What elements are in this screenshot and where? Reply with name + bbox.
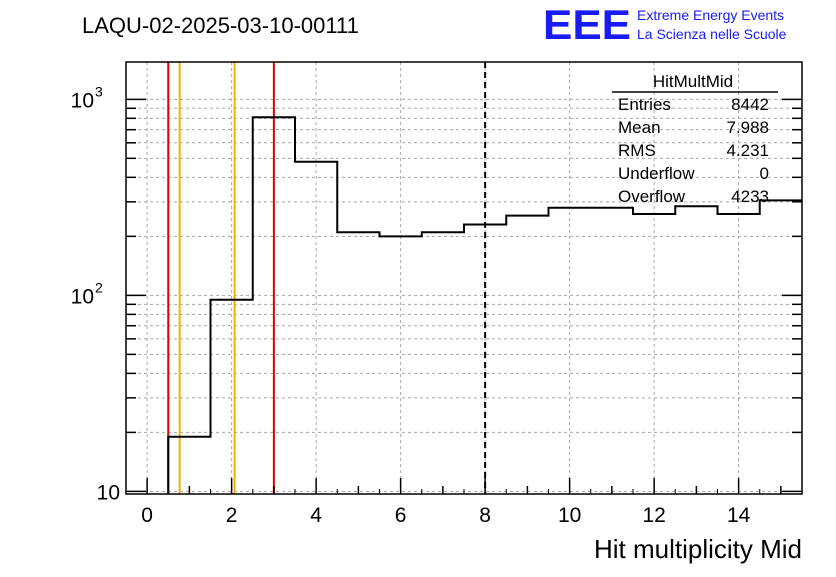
x-tick-label: 10 [558,504,581,527]
marker-lines [167,62,487,494]
run-title: LAQU-02-2025-03-10-00111 [82,13,359,38]
stats-box: HitMultMid Entries 8442 Mean 7.988 RMS 4… [612,72,778,206]
histogram-bin [253,117,295,494]
stats-title: HitMultMid [653,72,733,91]
histogram-bin [675,206,717,494]
histogram-bin [506,216,548,494]
x-tick-label: 2 [226,504,238,527]
histogram-bin [718,214,760,494]
y-tick-exponent: 2 [95,279,103,295]
y-tick-exponent: 3 [95,83,103,99]
stats-value-rms: 4.231 [726,141,769,160]
y-tick-label: 10 [71,285,94,308]
histogram-bin [295,162,337,494]
histogram-bin [464,224,506,494]
stats-label-entries: Entries [618,95,671,114]
histogram-bin [168,437,210,494]
histogram-bin [760,200,802,494]
stats-value-entries: 8442 [731,95,769,114]
stats-value-underflow: 0 [760,164,769,183]
stats-label-mean: Mean [618,118,661,137]
stats-value-mean: 7.988 [726,118,769,137]
histogram-bin [633,214,675,494]
histogram-bin [211,300,253,494]
stats-label-underflow: Underflow [618,164,695,183]
x-axis-label: Hit multiplicity Mid [594,534,802,564]
y-tick-label: 10 [97,481,120,504]
stats-value-overflow: 4233 [731,187,769,206]
histogram-bin [422,232,464,494]
eee-logo-line1: Extreme Energy Events [637,7,784,23]
x-tick-label: 12 [642,504,665,527]
histogram-outline [167,116,802,494]
stats-label-overflow: Overflow [618,187,686,206]
histogram-bin [549,208,591,494]
x-tick-label: 4 [310,504,322,527]
x-tick-label: 0 [141,504,153,527]
x-tick-label: 6 [395,504,407,527]
histogram-bin [337,232,379,494]
x-tick-label: 8 [479,504,491,527]
histogram-bin [380,236,422,494]
eee-logo: EEE Extreme Energy Events La Scienza nel… [543,1,787,48]
y-tick-label: 10 [71,89,94,112]
histogram-bins [167,116,802,494]
histogram-bin [591,208,633,494]
stats-label-rms: RMS [618,141,656,160]
eee-logo-letters: EEE [543,1,631,48]
eee-logo-line2: La Scienza nelle Scuole [637,26,787,42]
x-tick-label: 14 [727,504,751,527]
